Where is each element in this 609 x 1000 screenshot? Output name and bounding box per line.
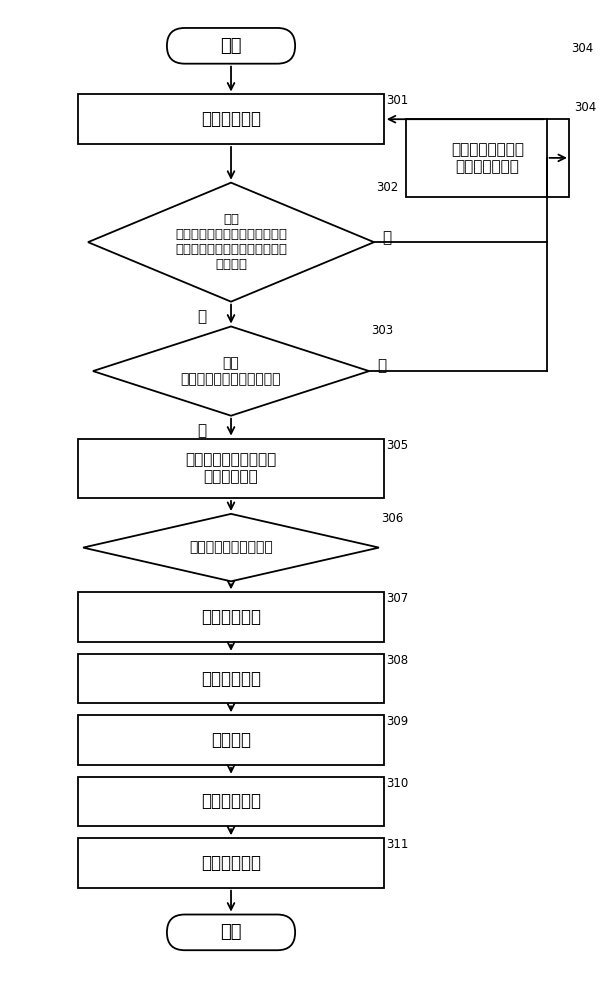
FancyBboxPatch shape (78, 715, 384, 765)
Text: 在下一次心跳广播
的接收时间醒来: 在下一次心跳广播 的接收时间醒来 (451, 142, 524, 174)
Polygon shape (83, 514, 379, 581)
Text: 308: 308 (386, 654, 408, 667)
Text: 307: 307 (386, 592, 408, 605)
Text: 302: 302 (376, 181, 398, 194)
Text: 311: 311 (386, 838, 408, 851)
Text: 301: 301 (386, 94, 408, 107)
Text: 304: 304 (571, 42, 593, 55)
Text: 否: 否 (377, 359, 386, 374)
Text: 是: 是 (197, 310, 206, 325)
FancyBboxPatch shape (406, 119, 569, 197)
Polygon shape (93, 326, 369, 416)
Text: 在对应的更新时间醒来
接收更新数据: 在对应的更新时间醒来 接收更新数据 (185, 452, 276, 484)
Text: 判断
心跳广播中是否包含需更新的待
更新节点及各待更新节点对应的
更新时间: 判断 心跳广播中是否包含需更新的待 更新节点及各待更新节点对应的 更新时间 (175, 213, 287, 271)
Text: 屏幕刷白: 屏幕刷白 (211, 731, 251, 749)
Text: 是: 是 (197, 424, 206, 439)
FancyBboxPatch shape (78, 777, 384, 826)
FancyBboxPatch shape (78, 94, 384, 144)
Text: 305: 305 (386, 439, 408, 452)
FancyBboxPatch shape (167, 28, 295, 64)
FancyBboxPatch shape (78, 654, 384, 703)
Text: 屏幕新图反转: 屏幕新图反转 (201, 792, 261, 810)
Text: 进入睡眠状态: 进入睡眠状态 (201, 670, 261, 688)
Text: 屏幕原图反转: 屏幕原图反转 (201, 608, 261, 626)
Text: 屏幕新图刷新: 屏幕新图刷新 (201, 854, 261, 872)
Text: 判断
本节点是否属于待更新节点: 判断 本节点是否属于待更新节点 (181, 356, 281, 386)
Text: 304: 304 (574, 101, 596, 114)
Text: 309: 309 (386, 715, 408, 728)
Text: 303: 303 (371, 324, 393, 337)
FancyBboxPatch shape (167, 915, 295, 950)
Text: 306: 306 (381, 512, 403, 525)
FancyBboxPatch shape (78, 838, 384, 888)
Text: 判断更新数据是否完整: 判断更新数据是否完整 (189, 541, 273, 555)
Polygon shape (88, 183, 374, 302)
Text: 结束: 结束 (220, 923, 242, 941)
Text: 接收心跳广播: 接收心跳广播 (201, 110, 261, 128)
Text: 否: 否 (382, 230, 391, 245)
Text: 开始: 开始 (220, 37, 242, 55)
FancyBboxPatch shape (78, 439, 384, 498)
FancyBboxPatch shape (78, 592, 384, 642)
Text: 310: 310 (386, 777, 408, 790)
